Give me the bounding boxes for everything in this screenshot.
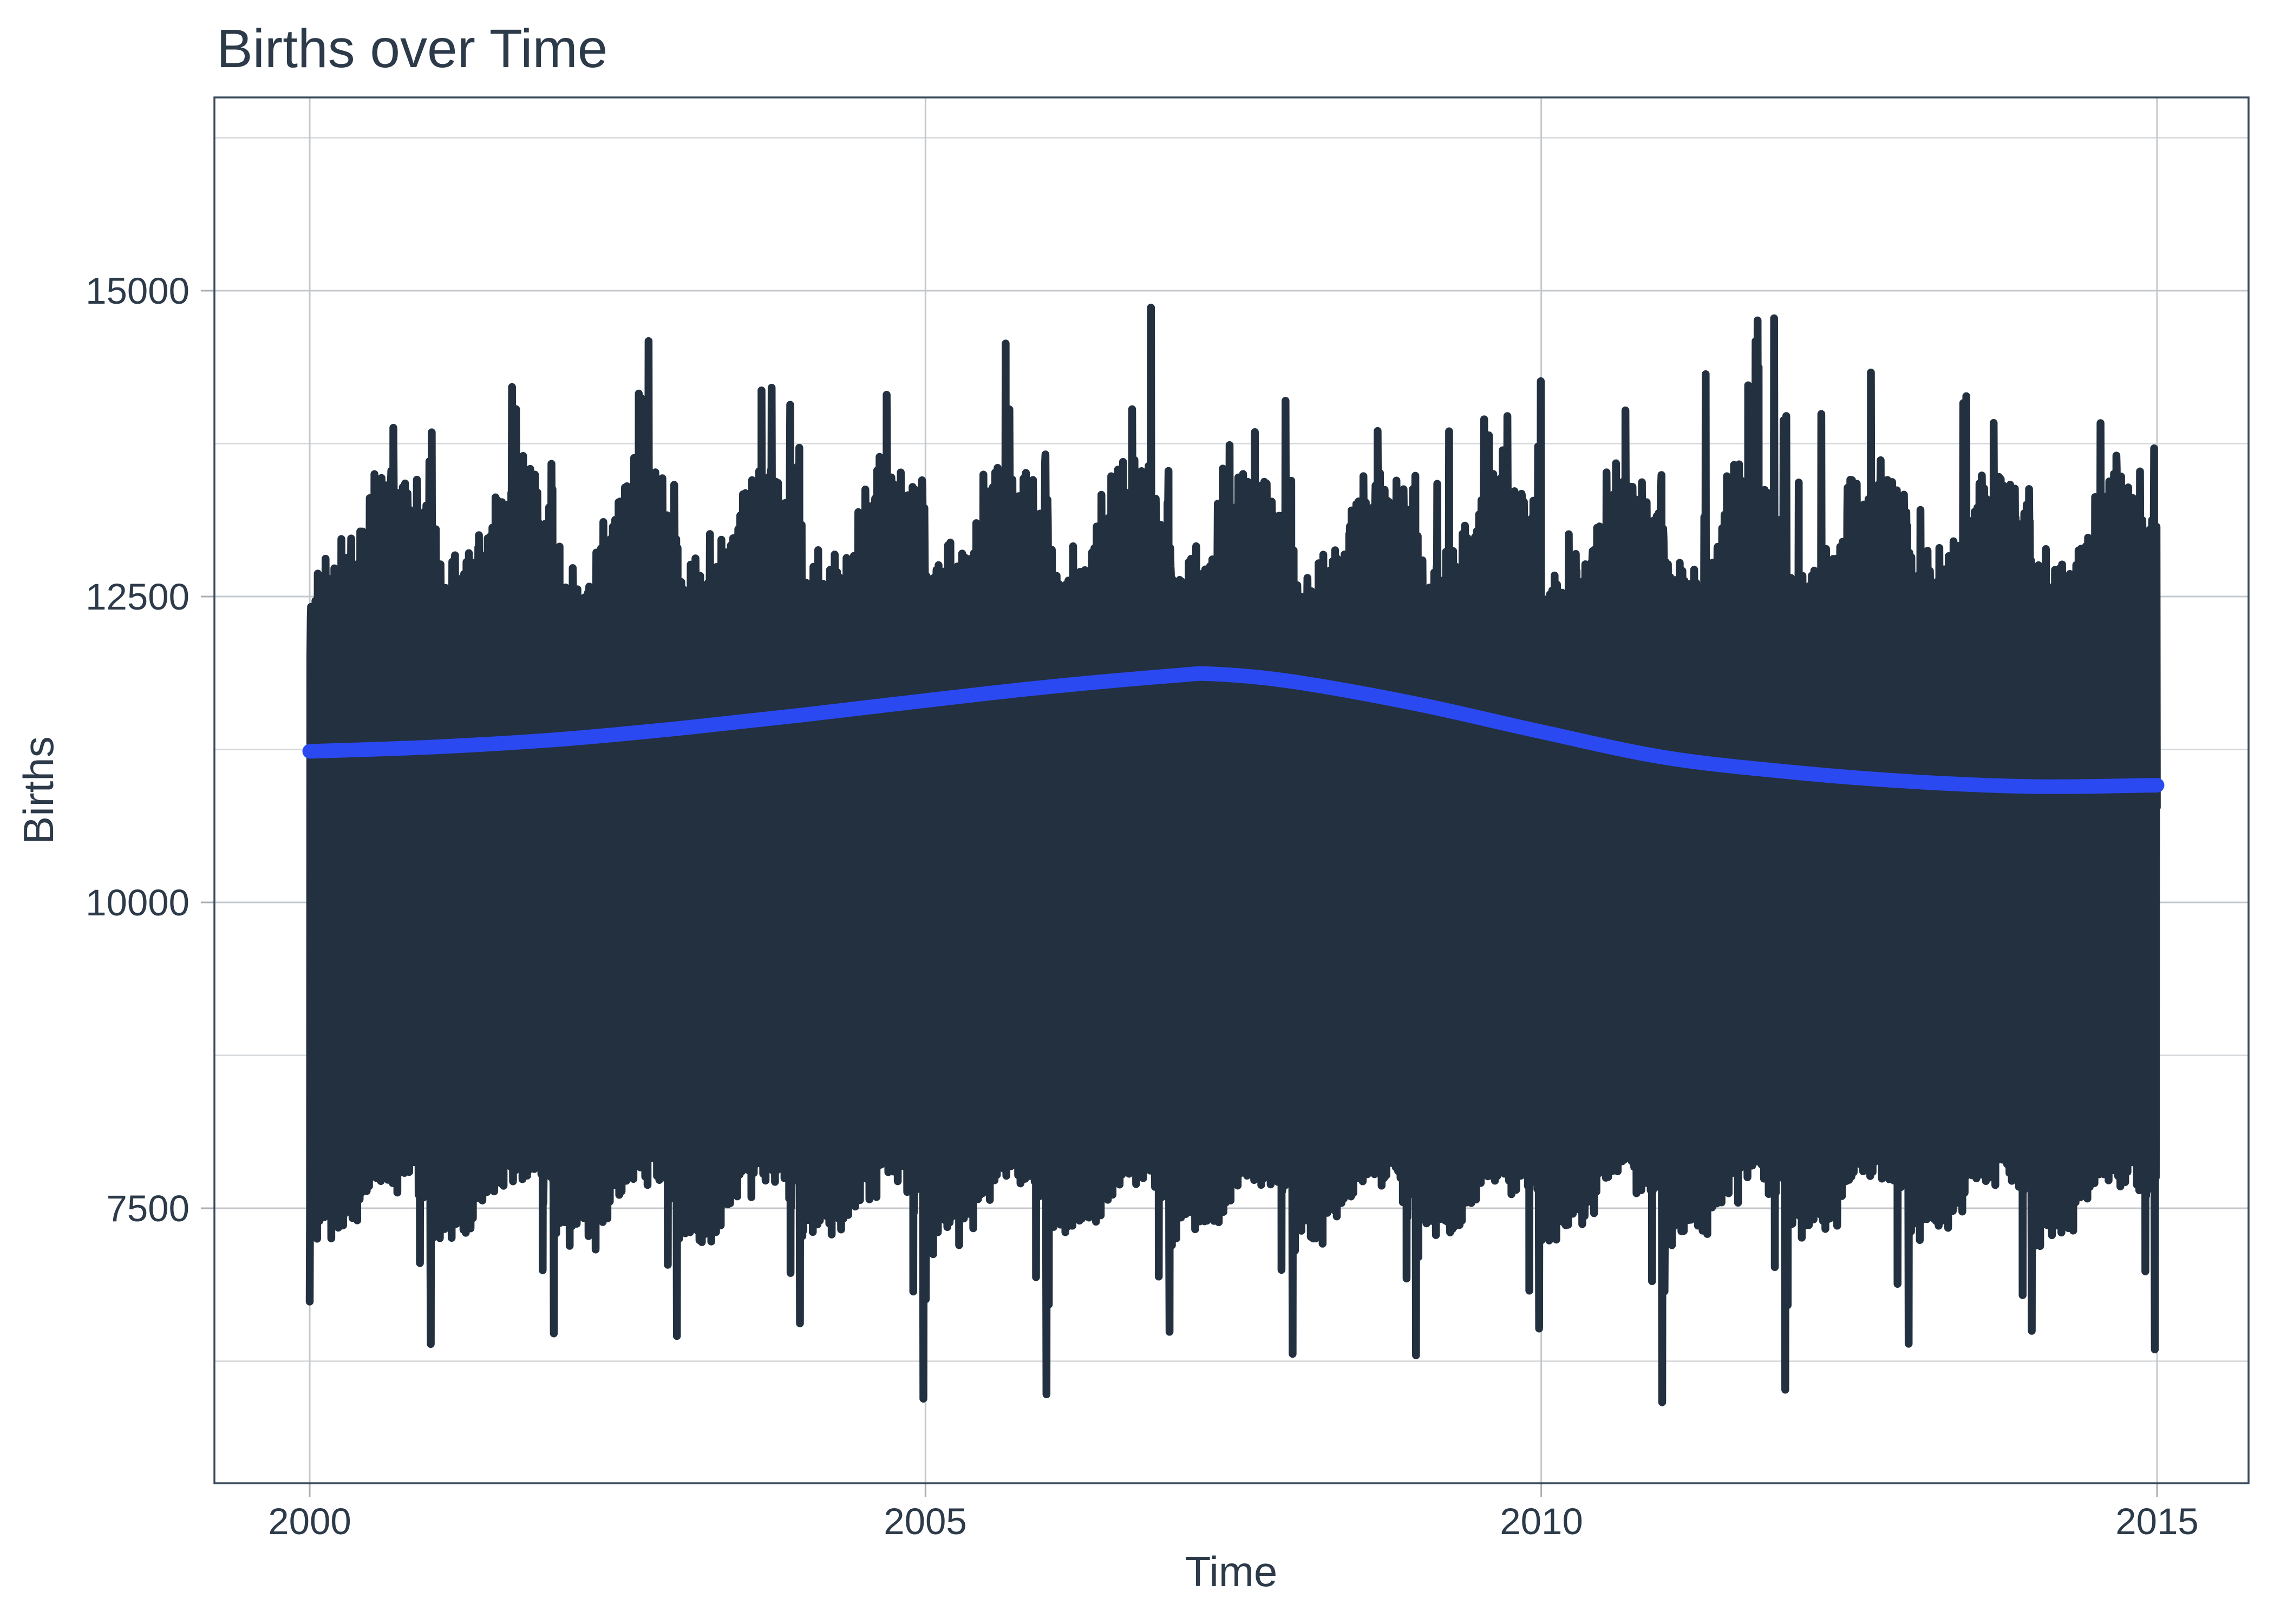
axis-tick-marks bbox=[201, 290, 2158, 1497]
x-axis-title: Time bbox=[1185, 1548, 1277, 1595]
x-tick-label-2005: 2005 bbox=[884, 1501, 967, 1542]
x-tick-label-2010: 2010 bbox=[1500, 1501, 1583, 1542]
y-tick-label-10000: 10000 bbox=[86, 882, 190, 924]
smoothed-trend-line bbox=[302, 666, 2165, 794]
y-tick-label-15000: 15000 bbox=[86, 270, 190, 312]
panel-border bbox=[213, 96, 2250, 1484]
y-tick-label-12500: 12500 bbox=[86, 576, 190, 618]
daily-births-series bbox=[305, 303, 2161, 1406]
x-tick-label-2015: 2015 bbox=[2115, 1501, 2199, 1542]
chart-title: Births over Time bbox=[217, 18, 607, 79]
x-tick-label-2000: 2000 bbox=[268, 1501, 351, 1542]
y-tick-label-7500: 7500 bbox=[107, 1188, 190, 1229]
y-axis-title: Births bbox=[15, 736, 62, 844]
